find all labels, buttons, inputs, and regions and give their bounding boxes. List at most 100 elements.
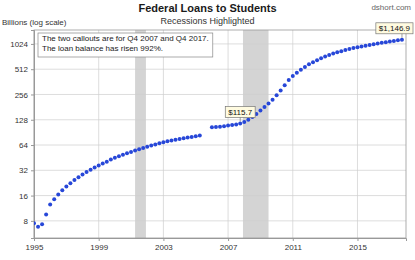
data-point bbox=[222, 124, 226, 128]
data-point bbox=[339, 49, 343, 53]
x-tick: 1995 bbox=[26, 238, 44, 252]
grid-line bbox=[34, 145, 406, 146]
data-point bbox=[198, 134, 202, 138]
x-axis: 1995 1999 2003 2007 2011 2015 bbox=[26, 238, 407, 252]
data-point bbox=[287, 78, 291, 82]
x-tick-mark bbox=[99, 238, 100, 241]
grid-line bbox=[34, 69, 406, 70]
recession-band bbox=[135, 30, 146, 238]
data-point bbox=[93, 166, 97, 170]
grid-line bbox=[163, 30, 164, 238]
data-point bbox=[368, 43, 372, 47]
data-point bbox=[315, 58, 319, 62]
y-tick-label: 32 bbox=[19, 166, 28, 175]
x-tick: 2007 bbox=[220, 238, 238, 252]
data-point bbox=[258, 108, 262, 112]
source: dshort.com bbox=[371, 3, 411, 12]
x-tick-mark bbox=[357, 238, 358, 241]
data-point bbox=[174, 138, 178, 142]
data-point bbox=[364, 44, 368, 48]
data-point bbox=[60, 188, 64, 192]
data-point bbox=[396, 38, 400, 42]
series-group bbox=[34, 38, 404, 229]
data-point bbox=[262, 105, 266, 109]
x-tick-mark bbox=[228, 238, 229, 241]
data-point bbox=[68, 181, 72, 185]
callout: $115.7 bbox=[225, 106, 255, 121]
data-point bbox=[327, 53, 331, 57]
grid bbox=[34, 30, 406, 238]
y-tick: 256 bbox=[15, 91, 34, 100]
data-point bbox=[113, 156, 117, 160]
x-tick-label: 2007 bbox=[220, 243, 238, 252]
data-point bbox=[242, 120, 246, 124]
data-point bbox=[137, 147, 141, 151]
data-point bbox=[343, 48, 347, 52]
data-point bbox=[105, 160, 109, 164]
plot: 8163264128256512102419951999200320072011… bbox=[10, 23, 413, 252]
data-point bbox=[182, 136, 186, 140]
data-point bbox=[190, 135, 194, 139]
data-point bbox=[291, 74, 295, 78]
grid-line bbox=[98, 30, 99, 238]
data-point bbox=[72, 178, 76, 182]
series bbox=[34, 38, 404, 229]
data-point bbox=[335, 50, 339, 54]
data-point bbox=[311, 60, 315, 64]
y-tick: 32 bbox=[19, 166, 34, 175]
y-tick-label: 128 bbox=[15, 116, 29, 125]
data-point bbox=[210, 125, 214, 129]
data-point bbox=[85, 170, 89, 174]
data-point bbox=[56, 192, 60, 196]
data-point bbox=[109, 158, 113, 162]
data-point bbox=[165, 139, 169, 143]
y-tick: 8 bbox=[24, 217, 34, 226]
data-point bbox=[76, 175, 80, 179]
data-point bbox=[89, 168, 93, 172]
data-point bbox=[360, 44, 364, 48]
callout-box bbox=[225, 106, 255, 117]
grid-line bbox=[357, 30, 358, 238]
y-tick-mark bbox=[31, 120, 34, 121]
data-point bbox=[125, 151, 129, 155]
data-point bbox=[380, 41, 384, 45]
x-tick: 2011 bbox=[285, 238, 303, 252]
x-axis-line bbox=[35, 239, 407, 242]
data-point bbox=[392, 39, 396, 43]
data-point bbox=[161, 140, 165, 144]
y-tick-label: 256 bbox=[15, 91, 29, 100]
x-tick-label: 1999 bbox=[90, 243, 108, 252]
data-point bbox=[299, 68, 303, 72]
data-point bbox=[238, 121, 242, 125]
data-point bbox=[145, 145, 149, 149]
y-tick-label: 512 bbox=[15, 65, 29, 74]
y-tick: 64 bbox=[19, 141, 34, 150]
x-tick: 2003 bbox=[155, 238, 173, 252]
data-point bbox=[97, 164, 101, 168]
data-point bbox=[376, 42, 380, 46]
data-point bbox=[52, 197, 56, 201]
data-point bbox=[129, 150, 133, 154]
y-tick: 1024 bbox=[10, 40, 34, 49]
x-tick-mark bbox=[163, 238, 164, 241]
data-point bbox=[81, 173, 85, 177]
x-tick-mark bbox=[34, 238, 35, 241]
data-point bbox=[218, 125, 222, 129]
grid-line bbox=[228, 30, 229, 238]
data-point bbox=[36, 225, 40, 229]
grid-line bbox=[34, 195, 406, 196]
y-tick-label: 1024 bbox=[10, 40, 28, 49]
title: Federal Loans to Students bbox=[138, 2, 276, 14]
data-point bbox=[214, 125, 218, 129]
y-tick-label: 64 bbox=[19, 141, 28, 150]
data-point bbox=[275, 93, 279, 97]
data-point bbox=[121, 153, 125, 157]
x-tick: 2015 bbox=[349, 238, 367, 252]
subtitle: Recessions Highlighted bbox=[160, 16, 254, 26]
data-point bbox=[295, 71, 299, 75]
y-tick-mark bbox=[31, 221, 34, 222]
recession-band bbox=[243, 30, 269, 238]
y-tick: 128 bbox=[15, 116, 34, 125]
grid-line bbox=[34, 220, 406, 221]
grid-line bbox=[292, 30, 293, 238]
